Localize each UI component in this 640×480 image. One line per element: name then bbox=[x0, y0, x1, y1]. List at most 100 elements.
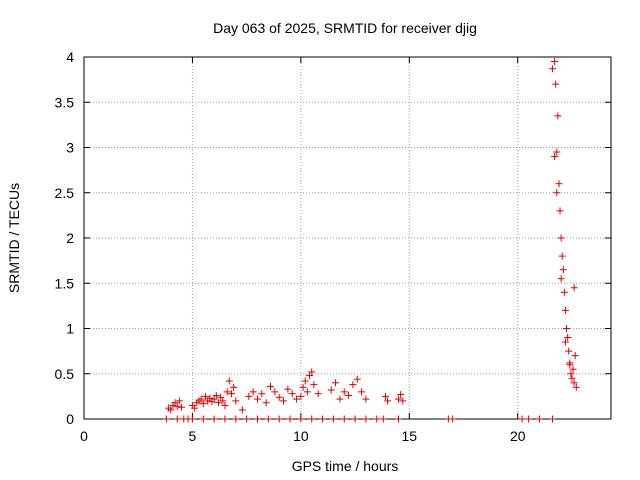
data-point bbox=[362, 395, 370, 403]
data-point bbox=[399, 397, 407, 405]
data-point bbox=[197, 395, 205, 403]
data-point bbox=[221, 401, 229, 409]
data-point bbox=[280, 397, 288, 405]
data-point bbox=[558, 252, 566, 260]
x-axis-label: GPS time / hours bbox=[292, 458, 399, 474]
data-point bbox=[245, 392, 253, 400]
data-point bbox=[171, 399, 179, 407]
data-point bbox=[327, 386, 335, 394]
data-point bbox=[525, 415, 533, 423]
data-point bbox=[319, 415, 327, 423]
data-point bbox=[379, 415, 387, 423]
data-point bbox=[551, 153, 559, 161]
data-points bbox=[162, 58, 580, 423]
data-point bbox=[264, 415, 272, 423]
data-point bbox=[353, 375, 361, 383]
data-point bbox=[518, 415, 526, 423]
y-tick-label: 1 bbox=[66, 321, 74, 337]
data-point bbox=[303, 388, 311, 396]
data-point bbox=[336, 395, 344, 403]
data-point bbox=[571, 352, 579, 360]
data-point bbox=[310, 381, 318, 389]
data-point bbox=[552, 80, 560, 88]
data-point bbox=[230, 383, 238, 391]
data-point bbox=[275, 393, 283, 401]
data-point bbox=[175, 397, 183, 405]
data-point bbox=[548, 415, 556, 423]
data-point bbox=[567, 370, 575, 378]
data-point bbox=[561, 338, 569, 346]
data-point bbox=[381, 392, 389, 400]
data-point bbox=[271, 388, 279, 396]
data-point bbox=[548, 65, 556, 73]
data-point bbox=[308, 368, 316, 376]
data-point bbox=[559, 266, 567, 274]
data-point bbox=[288, 390, 296, 398]
data-point bbox=[191, 404, 199, 412]
data-point bbox=[329, 415, 337, 423]
data-point bbox=[188, 415, 196, 423]
data-point bbox=[299, 383, 307, 391]
data-point bbox=[199, 415, 207, 423]
data-point bbox=[217, 393, 225, 401]
data-point bbox=[394, 415, 402, 423]
data-point bbox=[308, 415, 316, 423]
data-point bbox=[340, 388, 348, 396]
data-point bbox=[553, 189, 561, 197]
data-point bbox=[563, 325, 571, 332]
data-point bbox=[227, 390, 235, 398]
y-axis-ticks: 0 0.5 1 1.5 2 2.5 3 3.5 4 bbox=[55, 49, 611, 427]
y-tick-label: 3 bbox=[66, 140, 74, 156]
data-point bbox=[555, 180, 563, 188]
data-point bbox=[554, 112, 562, 120]
data-point bbox=[384, 397, 392, 405]
data-point bbox=[570, 284, 578, 292]
data-point bbox=[201, 392, 209, 400]
data-point bbox=[351, 415, 359, 423]
data-point bbox=[243, 415, 251, 423]
data-point bbox=[557, 234, 565, 242]
x-tick-label: 5 bbox=[189, 428, 197, 444]
x-tick-label: 10 bbox=[293, 428, 309, 444]
data-point bbox=[199, 400, 207, 408]
data-point bbox=[253, 415, 261, 423]
data-point bbox=[566, 359, 574, 367]
data-point bbox=[225, 377, 233, 385]
data-point bbox=[568, 374, 576, 382]
data-point bbox=[358, 388, 366, 396]
data-point bbox=[449, 415, 457, 423]
data-point bbox=[561, 306, 569, 314]
data-point bbox=[173, 415, 181, 423]
chart-title: Day 063 of 2025, SRMTID for receiver dji… bbox=[213, 20, 477, 36]
data-point bbox=[219, 397, 227, 405]
data-point bbox=[535, 415, 543, 423]
y-tick-label: 0.5 bbox=[55, 366, 75, 382]
x-axis-ticks: 0 5 10 15 20 bbox=[80, 57, 526, 444]
data-point bbox=[306, 372, 314, 380]
x-tick-label: 15 bbox=[402, 428, 418, 444]
data-point bbox=[565, 347, 573, 355]
data-point bbox=[167, 406, 175, 414]
data-point bbox=[162, 415, 170, 423]
data-point bbox=[572, 383, 580, 391]
data-point bbox=[301, 377, 309, 385]
data-point bbox=[394, 395, 402, 403]
data-point bbox=[362, 415, 370, 423]
data-point bbox=[275, 415, 283, 423]
data-point bbox=[210, 415, 218, 423]
data-point bbox=[349, 381, 357, 389]
data-point bbox=[258, 390, 266, 398]
data-point bbox=[569, 365, 577, 373]
y-tick-label: 2 bbox=[66, 230, 74, 246]
data-point bbox=[214, 399, 222, 407]
data-point bbox=[212, 391, 220, 399]
data-point bbox=[223, 388, 231, 396]
data-point bbox=[297, 415, 305, 423]
data-point bbox=[293, 395, 301, 403]
data-point bbox=[570, 379, 578, 387]
x-tick-label: 20 bbox=[510, 428, 526, 444]
data-point bbox=[253, 395, 261, 403]
data-point bbox=[210, 395, 218, 403]
data-point bbox=[238, 406, 246, 414]
data-point bbox=[267, 382, 275, 390]
